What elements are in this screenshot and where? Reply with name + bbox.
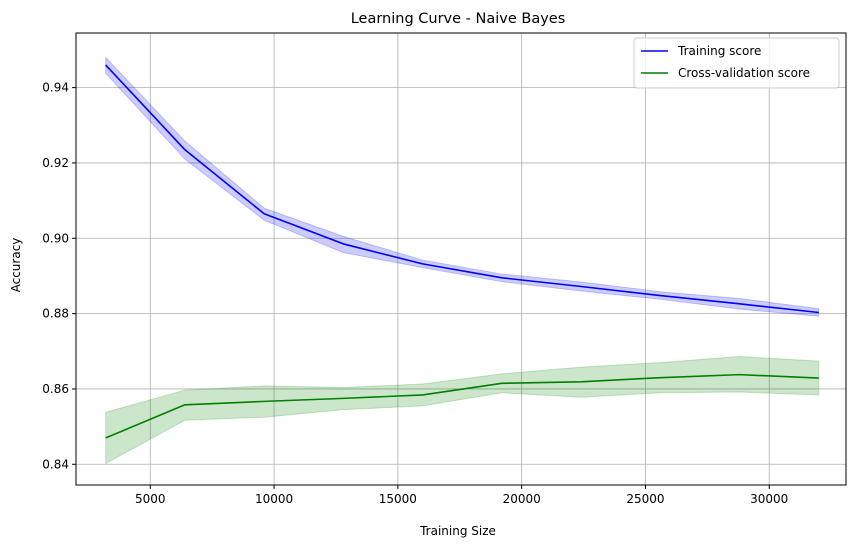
confidence-bands <box>105 56 820 465</box>
x-tick-label: 5000 <box>135 492 166 506</box>
grid-lines <box>76 33 846 485</box>
series-2-band <box>105 356 820 465</box>
plot-frame <box>75 32 847 486</box>
y-tick-label: 0.84 <box>42 457 69 471</box>
series-1-band <box>105 56 820 317</box>
series-1-line <box>105 64 819 314</box>
y-tick-label: 0.94 <box>42 81 69 95</box>
x-tick-label: 30000 <box>750 492 788 506</box>
x-axis-label: Training Size <box>419 524 496 538</box>
series-2-line <box>105 373 819 439</box>
series-lines <box>105 64 819 439</box>
legend-label: Cross-validation score <box>678 66 810 80</box>
x-tick-label: 25000 <box>626 492 664 506</box>
x-tick-label: 10000 <box>255 492 293 506</box>
x-tick-label: 15000 <box>379 492 417 506</box>
chart-title: Learning Curve - Naive Bayes <box>351 11 566 27</box>
legend: Training score Cross-validation score <box>633 37 840 89</box>
y-tick-label: 0.90 <box>42 231 69 245</box>
axis-ticks: 5000 10000 15000 20000 25000 30000 0.84 0.86 0.8… <box>42 81 788 506</box>
x-tick-label: 20000 <box>503 492 541 506</box>
y-tick-label: 0.92 <box>42 156 69 170</box>
legend-label: Training score <box>677 44 761 58</box>
legend-box <box>633 37 840 89</box>
y-tick-label: 0.88 <box>42 307 69 321</box>
y-axis-label: Accuracy <box>9 238 23 293</box>
y-tick-label: 0.86 <box>42 382 69 396</box>
